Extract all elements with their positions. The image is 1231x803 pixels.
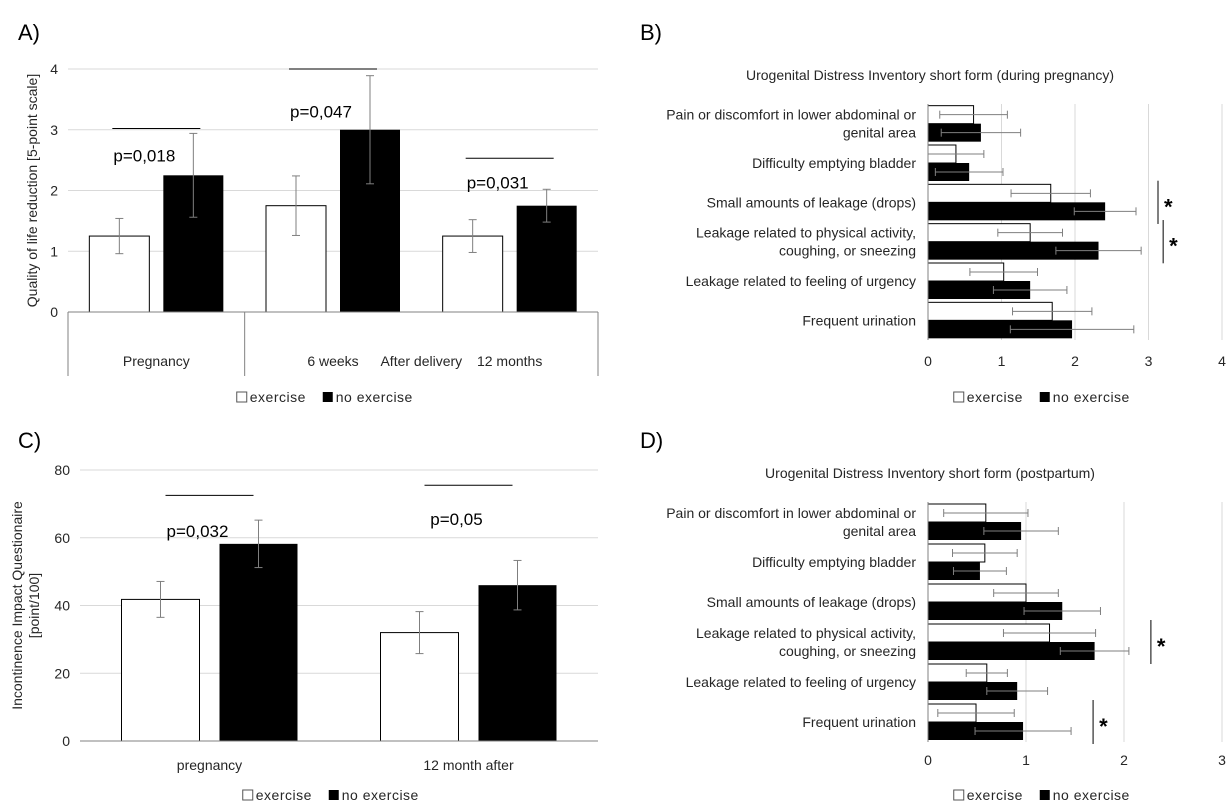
y-category-label: Pain or discomfort in lower abdominal or… (666, 505, 916, 539)
y-axis-label: Incontinence Impact Questionaire[point/1… (9, 501, 42, 710)
bar-no-exercise (219, 543, 298, 741)
y-tick-label: 3 (50, 122, 58, 138)
y-tick-label: 0 (50, 304, 58, 320)
y-tick-label: 2 (50, 183, 58, 199)
x-category-label: Pregnancy (123, 353, 190, 369)
legend-label-no-exercise: no exercise (1053, 787, 1130, 803)
p-value-label: p=0,047 (290, 103, 352, 122)
legend-swatch-no-exercise (322, 392, 333, 402)
legend-swatch-no-exercise (1039, 392, 1050, 402)
legend-label-exercise: exercise (250, 389, 306, 405)
bar-no-exercise (928, 602, 1063, 620)
x-category-label: 12 month after (423, 757, 514, 773)
y-category-label: Leakage related to feeling of urgency (686, 674, 916, 690)
x-tick-label: 3 (1145, 353, 1153, 369)
y-category-label-line: coughing, or sneezing (779, 243, 916, 259)
y-category-label-line: genital area (843, 125, 916, 141)
panel-letter: D) (640, 428, 663, 453)
chart-title: Urogenital Distress Inventory short form… (765, 465, 1095, 481)
significance-star: * (1099, 714, 1108, 739)
x-tick-label: 0 (924, 353, 932, 369)
y-category-label: Leakage related to physical activity, cou… (696, 625, 916, 659)
p-value-label: p=0,018 (113, 146, 175, 165)
bar-no-exercise (478, 585, 557, 741)
legend-label-exercise: exercise (256, 787, 312, 803)
bar-no-exercise (928, 642, 1095, 660)
p-value-label: p=0,05 (430, 510, 482, 529)
x-category-label: 12 months (477, 353, 542, 369)
bar-no-exercise (928, 202, 1106, 221)
legend-swatch-no-exercise (328, 790, 339, 800)
legend-label-exercise: exercise (967, 389, 1023, 405)
legend-label-no-exercise: no exercise (336, 389, 413, 405)
legend-swatch-exercise (242, 789, 254, 801)
x-category-label: 6 weeks (307, 353, 358, 369)
x-tick-label: 0 (924, 752, 932, 768)
y-tick-label: 80 (54, 462, 70, 478)
legend-label-exercise: exercise (967, 787, 1023, 803)
x-tick-label: 3 (1218, 752, 1226, 768)
y-category-label-line: genital area (843, 523, 916, 539)
y-category-label: Small amounts of leakage (drops) (707, 194, 916, 210)
panel-c: C) 0 20 40 60 80 Incontinence Impact Questiona… (9, 428, 598, 803)
y-category-label: Small amounts of leakage (drops) (707, 594, 916, 610)
bar-no-exercise (928, 241, 1099, 260)
bar-no-exercise (928, 281, 1031, 299)
legend-swatch-exercise (953, 789, 965, 801)
y-tick-label: 1 (50, 243, 58, 259)
x-tick-label: 1 (998, 353, 1006, 369)
p-value-label: p=0,031 (467, 174, 529, 193)
y-category-label: Difficulty emptying bladder (752, 554, 916, 570)
y-category-label: Difficulty emptying bladder (752, 155, 916, 171)
bar-no-exercise (928, 682, 1018, 700)
bar-no-exercise (516, 205, 577, 312)
panel-letter: B) (640, 20, 662, 45)
y-category-label-line: Pain or discomfort in lower abdominal or (666, 107, 916, 123)
y-category-label-line: Leakage related to physical activity, (696, 625, 916, 641)
y-category-label-line: Leakage related to physical activity, (696, 225, 916, 241)
y-category-label: Frequent urination (802, 312, 916, 328)
x-group-label: After delivery (380, 353, 462, 369)
significance-star: * (1164, 194, 1173, 219)
panel-a: A) 0 1 2 3 4 Quality of life reduction [5-poin… (18, 20, 599, 405)
y-category-label: Frequent urination (802, 714, 916, 730)
y-category-label: Leakage related to physical activity, cou… (696, 225, 916, 259)
significance-star: * (1157, 634, 1166, 659)
bar-exercise (121, 598, 200, 742)
y-tick-label: 60 (54, 530, 70, 546)
x-tick-label: 1 (1022, 752, 1030, 768)
x-tick-label: 2 (1120, 752, 1128, 768)
y-tick-label: 4 (50, 61, 58, 77)
panel-letter: A) (18, 20, 40, 45)
y-category-label-line: Pain or discomfort in lower abdominal or (666, 505, 916, 521)
y-tick-label: 40 (54, 598, 70, 614)
legend-swatch-exercise (236, 391, 248, 403)
y-category-label: Pain or discomfort in lower abdominal or… (666, 107, 916, 141)
y-category-label: Leakage related to feeling of urgency (686, 273, 916, 289)
x-tick-label: 2 (1071, 353, 1079, 369)
y-axis-label-line: [point/100] (26, 573, 42, 638)
legend-swatch-no-exercise (1039, 790, 1050, 800)
y-tick-label: 0 (62, 733, 70, 749)
panel-letter: C) (18, 428, 41, 453)
legend-swatch-exercise (953, 391, 965, 403)
panel-d: D) Urogenital Distress Inventory short fo… (640, 428, 1226, 803)
y-tick-label: 20 (54, 665, 70, 681)
y-axis-label: Quality of life reduction [5-point scale… (24, 74, 40, 307)
panel-b: B) Urogenital Distress Inventory short fo… (640, 20, 1226, 405)
p-value-label: p=0,032 (167, 522, 229, 541)
y-axis-label-line: Incontinence Impact Questionaire (9, 501, 25, 710)
x-category-label: pregnancy (177, 757, 242, 773)
y-category-label-line: coughing, or sneezing (779, 643, 916, 659)
legend-label-no-exercise: no exercise (342, 787, 419, 803)
x-tick-label: 4 (1218, 353, 1226, 369)
chart-title: Urogenital Distress Inventory short form… (746, 67, 1114, 83)
significance-star: * (1169, 234, 1178, 259)
legend-label-no-exercise: no exercise (1053, 389, 1130, 405)
bar-no-exercise (928, 320, 1073, 339)
bar-no-exercise (928, 522, 1022, 540)
